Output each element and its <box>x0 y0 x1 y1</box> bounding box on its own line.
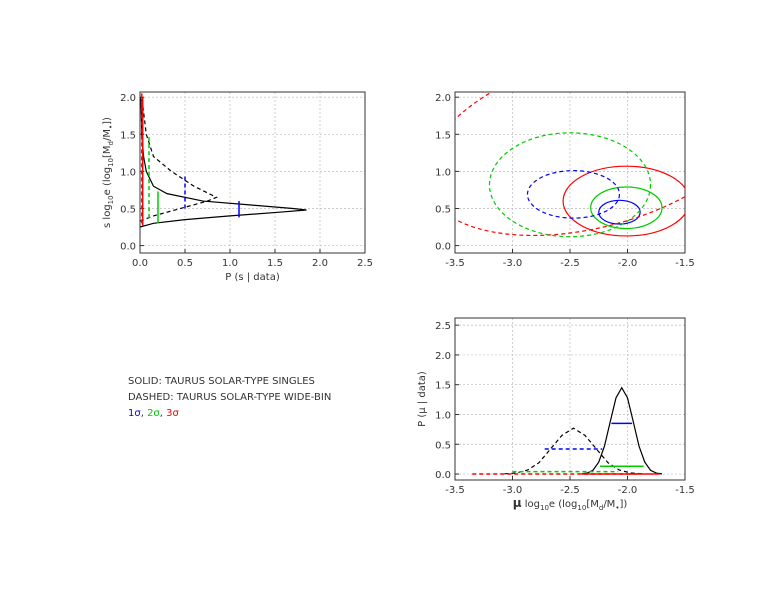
y-tick-label: 0.5 <box>435 204 451 215</box>
subscript: 10 <box>107 158 115 167</box>
x-tick-label: 1.5 <box>267 258 283 269</box>
subscript: 10 <box>540 504 549 512</box>
plot-frame <box>454 91 686 254</box>
x-tick-label: -3.5 <box>445 485 465 496</box>
contour <box>526 170 621 219</box>
label-part: /M <box>603 499 615 510</box>
y-axis-label: s log10e (log10[Md/M•]) <box>102 117 115 228</box>
separator: , <box>141 408 147 419</box>
y-tick-label: 1.5 <box>435 130 451 141</box>
y-tick-label: 0.0 <box>435 242 451 253</box>
sigma-legend: 1σ, 2σ, 3σ <box>128 408 179 419</box>
panel: -3.5 -3.0 -2.5 -2.0 -1.5 0.0 0.5 1.0 1.5 2.0 <box>435 91 695 269</box>
y-tick-label: 0.0 <box>120 242 136 253</box>
curve <box>581 386 663 475</box>
subscript: 10 <box>107 195 115 204</box>
x-tick-label: -3.5 <box>445 258 465 269</box>
sigma-label: 3σ <box>166 408 179 419</box>
x-tick-label: -3.0 <box>503 258 523 269</box>
contour <box>562 165 685 237</box>
y-tick-label: 0.5 <box>435 440 451 451</box>
x-tick-label: 2.0 <box>312 258 328 269</box>
subscript: • <box>615 504 619 512</box>
label-part: ]) <box>102 117 113 125</box>
x-axis-label: μ log10e (log10[Md/M•]) <box>513 496 628 512</box>
x-tick-label: 2.5 <box>357 258 373 269</box>
x-tick-label: -2.0 <box>618 258 638 269</box>
curve <box>140 97 307 228</box>
plot-frame <box>454 317 686 481</box>
legend-line: DASHED: TAURUS SOLAR-TYPE WIDE-BIN <box>128 392 331 403</box>
panel: -3.5 -3.0 -2.5 -2.0 -1.5 0.0 0.5 1.0 1.5 2.0 2.5 μ … <box>417 317 695 512</box>
y-tick-label: 2.0 <box>120 93 136 104</box>
y-tick-label: 0.5 <box>120 204 136 215</box>
x-tick-label: -3.0 <box>503 485 523 496</box>
x-tick-label: 0.5 <box>177 258 193 269</box>
curve <box>504 427 643 475</box>
label-part: ]) <box>619 499 627 510</box>
contour <box>488 132 652 238</box>
plot-area <box>472 386 663 475</box>
y-tick-label: 1.0 <box>435 410 451 421</box>
subscript: d <box>599 504 603 512</box>
y-axis-label: P (μ | data) <box>417 371 428 427</box>
plot-area <box>455 92 685 238</box>
label-part: log <box>522 499 540 510</box>
panel: 0.0 0.5 1.0 1.5 2.0 2.5 0.0 0.5 1.0 1.5 2.0 P (s | … <box>102 91 373 283</box>
label-part: /M <box>102 129 113 141</box>
x-tick-label: -1.5 <box>675 485 695 496</box>
y-tick-label: 1.0 <box>435 167 451 178</box>
sigma-label: 1σ <box>128 408 141 419</box>
subscript: d <box>107 141 115 145</box>
sigma-label: 2σ <box>147 408 160 419</box>
x-tick-label: -2.0 <box>618 485 638 496</box>
mu-symbol: μ <box>513 496 522 510</box>
legend-line: SOLID: TAURUS SOLAR-TYPE SINGLES <box>128 376 315 387</box>
label-part: s log <box>102 204 113 228</box>
label-part: [M <box>586 499 599 510</box>
label-part: [M <box>102 145 113 158</box>
x-tick-label: -2.5 <box>560 485 580 496</box>
curve <box>140 97 218 222</box>
separator: , <box>160 408 166 419</box>
y-tick-label: 0.0 <box>435 470 451 481</box>
contour <box>590 186 663 230</box>
x-tick-label: -2.5 <box>560 258 580 269</box>
label-part: e (log <box>102 167 113 195</box>
x-axis-label: P (s | data) <box>225 272 280 283</box>
label-part: e (log <box>549 499 577 510</box>
x-tick-label: 1.0 <box>222 258 238 269</box>
y-tick-label: 2.5 <box>435 321 451 332</box>
x-tick-label: 0.0 <box>132 258 148 269</box>
y-tick-label: 1.5 <box>435 381 451 392</box>
subscript: • <box>107 125 115 129</box>
y-tick-label: 2.0 <box>435 351 451 362</box>
y-tick-label: 1.5 <box>120 130 136 141</box>
contour <box>598 199 641 225</box>
y-tick-label: 1.0 <box>120 167 136 178</box>
y-tick-label: 2.0 <box>435 93 451 104</box>
plot-area <box>140 93 307 228</box>
plot-frame <box>139 91 366 254</box>
x-tick-label: -1.5 <box>675 258 695 269</box>
subscript: 10 <box>577 504 586 512</box>
